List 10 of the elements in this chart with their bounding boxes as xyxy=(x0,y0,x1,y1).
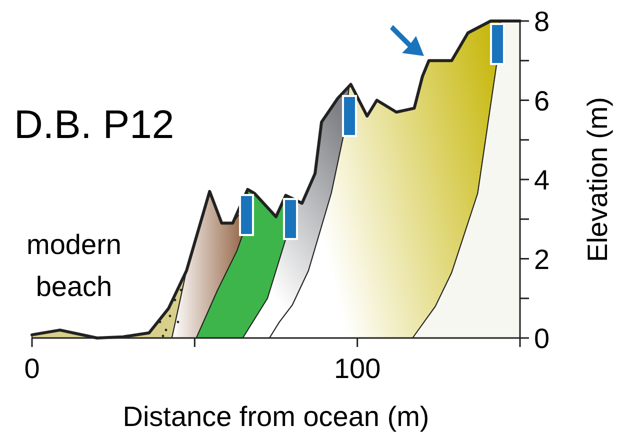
y-tick-label: 8 xyxy=(534,6,550,37)
y-axis-title: Elevation (m) xyxy=(582,97,613,262)
y-tick-label: 6 xyxy=(534,85,550,116)
y-tick-label: 4 xyxy=(534,164,550,196)
x-tick-label: 100 xyxy=(334,353,381,384)
x-axis-title: Distance from ocean (m) xyxy=(122,401,430,432)
annotation: modern beach xyxy=(26,229,122,302)
y-tick-label: 0 xyxy=(534,323,550,354)
text: D.B. P12 xyxy=(14,103,174,147)
y-tick-label: 2 xyxy=(534,244,550,275)
